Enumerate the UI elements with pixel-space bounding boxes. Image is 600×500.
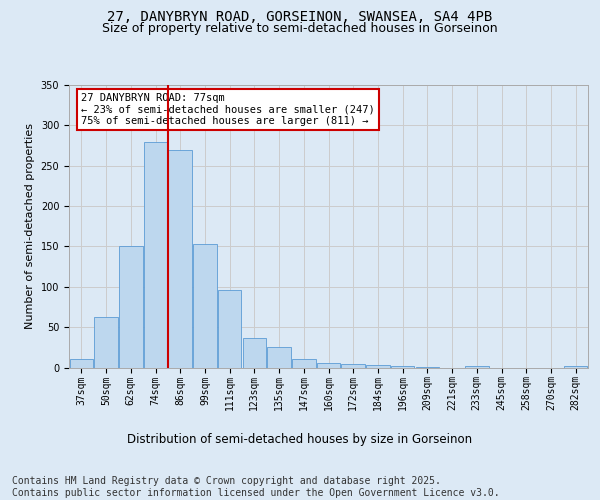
- Bar: [169, 150, 192, 368]
- Bar: [193, 244, 217, 368]
- Text: 27, DANYBRYN ROAD, GORSEINON, SWANSEA, SA4 4PB: 27, DANYBRYN ROAD, GORSEINON, SWANSEA, S…: [107, 10, 493, 24]
- Bar: [242, 338, 266, 368]
- Bar: [268, 346, 291, 368]
- Bar: [465, 366, 488, 368]
- Bar: [94, 316, 118, 368]
- Bar: [317, 364, 340, 368]
- Text: 27 DANYBRYN ROAD: 77sqm
← 23% of semi-detached houses are smaller (247)
75% of s: 27 DANYBRYN ROAD: 77sqm ← 23% of semi-de…: [82, 93, 375, 126]
- Text: Distribution of semi-detached houses by size in Gorseinon: Distribution of semi-detached houses by …: [127, 432, 473, 446]
- Bar: [218, 290, 241, 368]
- Bar: [391, 366, 415, 368]
- Bar: [70, 360, 93, 368]
- Bar: [416, 366, 439, 368]
- Bar: [292, 360, 316, 368]
- Bar: [366, 365, 389, 368]
- Bar: [144, 142, 167, 368]
- Bar: [119, 246, 143, 368]
- Y-axis label: Number of semi-detached properties: Number of semi-detached properties: [25, 123, 35, 329]
- Bar: [564, 366, 587, 368]
- Text: Size of property relative to semi-detached houses in Gorseinon: Size of property relative to semi-detach…: [102, 22, 498, 35]
- Text: Contains HM Land Registry data © Crown copyright and database right 2025.
Contai: Contains HM Land Registry data © Crown c…: [12, 476, 500, 498]
- Bar: [341, 364, 365, 368]
